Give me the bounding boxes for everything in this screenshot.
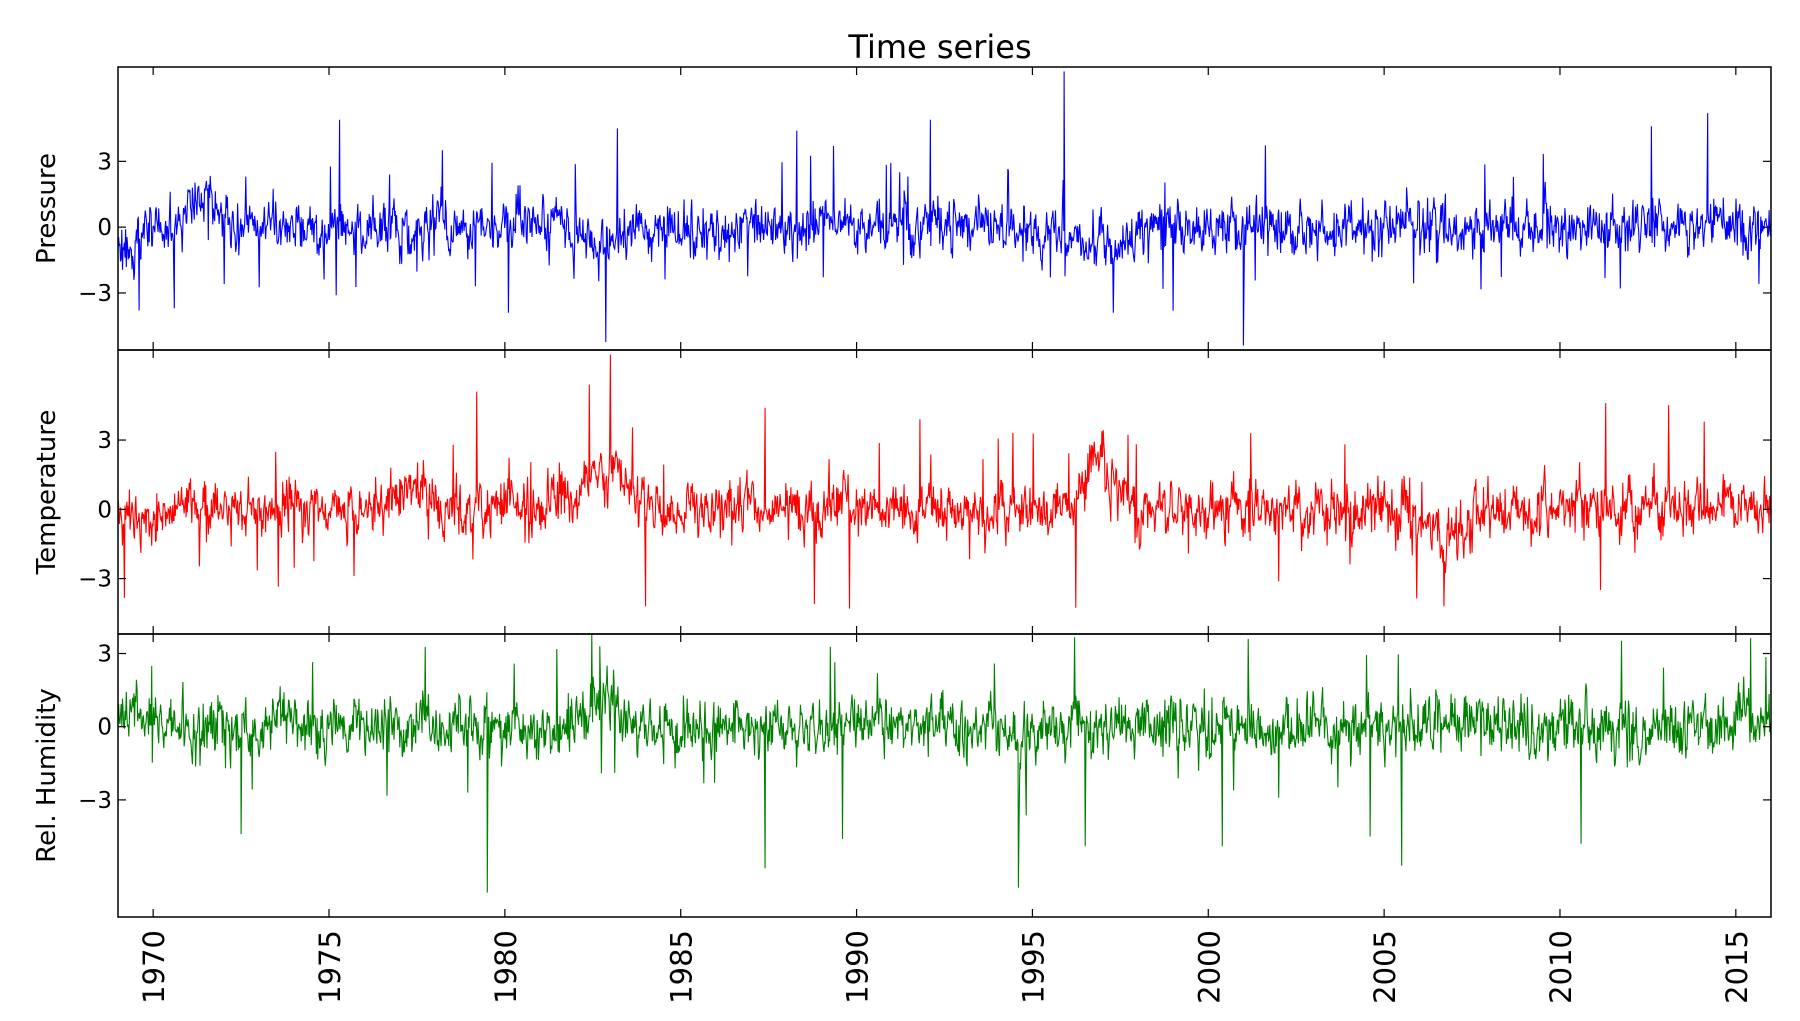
y-axis-label: Rel. Humidity bbox=[32, 688, 62, 863]
x-tick-label: 1975 bbox=[313, 930, 347, 1004]
series-line-temperature bbox=[118, 354, 1771, 609]
x-tick-label: 2005 bbox=[1368, 930, 1402, 1004]
y-tick-label: 3 bbox=[97, 428, 112, 454]
y-tick-label: −3 bbox=[78, 788, 112, 814]
y-axis-label: Pressure bbox=[32, 153, 62, 264]
y-tick-label: −3 bbox=[78, 567, 112, 593]
x-tick-label: 1980 bbox=[489, 930, 523, 1004]
axes-frame bbox=[117, 633, 1772, 918]
y-tick-label: 0 bbox=[97, 715, 112, 741]
panel-rel-humidity: 3 0 −3 Rel. Humidity bbox=[32, 633, 1772, 918]
x-tick-label: 2015 bbox=[1720, 930, 1754, 1004]
y-tick-label: 3 bbox=[97, 642, 112, 668]
series-line-pressure bbox=[118, 71, 1771, 346]
series-line-rel-humidity bbox=[118, 634, 1771, 893]
x-tick-label: 2010 bbox=[1544, 930, 1578, 1004]
y-axis-label: Temperature bbox=[32, 410, 62, 576]
y-tick-label: 0 bbox=[97, 215, 112, 241]
y-tick-label: 3 bbox=[97, 149, 112, 175]
x-tick-label: 2000 bbox=[1192, 930, 1226, 1004]
chart-title: Time series bbox=[847, 28, 1031, 66]
x-axis: 1970 1975 1980 1985 1990 1995 2000 2005 2010 2015 bbox=[137, 930, 1754, 1004]
y-tick-label: −3 bbox=[78, 281, 112, 307]
x-tick-label: 1995 bbox=[1016, 930, 1050, 1004]
y-tick-label: 0 bbox=[97, 497, 112, 523]
panels: 3 0 −3 Pressure 3 0 −3 Temperature 3 0 −3 Rel. Humi… bbox=[32, 66, 1772, 918]
x-tick-label: 1970 bbox=[137, 930, 171, 1004]
x-tick-label: 1985 bbox=[665, 930, 699, 1004]
x-tick-label: 1990 bbox=[841, 930, 875, 1004]
